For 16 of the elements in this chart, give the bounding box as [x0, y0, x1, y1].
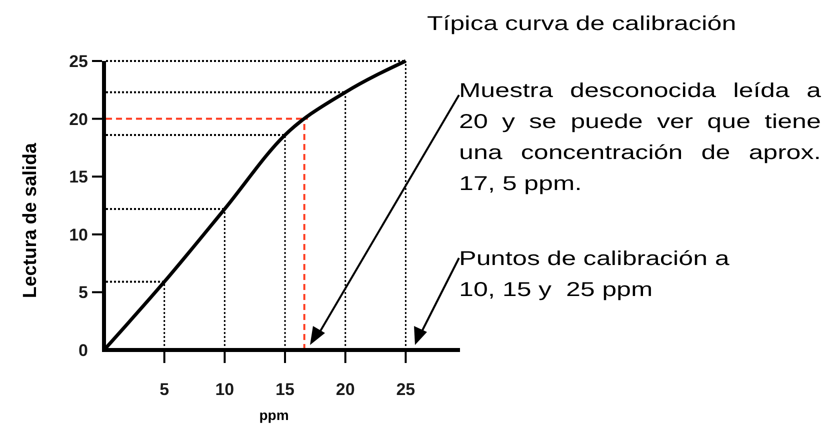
x-tick-label: 5: [160, 380, 170, 399]
y-tick-label: 25: [69, 52, 88, 71]
y-tick-label: 20: [69, 110, 88, 129]
y-tick-label: 5: [78, 283, 88, 302]
text: Típica curva de calibración: [427, 12, 736, 34]
y-axis-title: Lectura de salida: [20, 142, 41, 298]
y-tick-label: 15: [69, 168, 88, 187]
annotation: Muestra desconocida leída a 20 y se puede ver que tiene una concentración de aprox. 17, 5 ppm.: [459, 79, 821, 197]
y-tick-label: 10: [69, 225, 88, 244]
y-tick-label: 0: [78, 340, 88, 360]
x-tick-label: 10: [215, 380, 234, 399]
x-tick-label: 20: [336, 380, 355, 399]
x-tick-label: 15: [276, 380, 294, 399]
annotation: Puntos de calibración a 10, 15 y 25 ppm: [459, 247, 730, 303]
x-tick-label: 25: [396, 380, 416, 399]
x-axis-title: ppm: [259, 407, 289, 423]
